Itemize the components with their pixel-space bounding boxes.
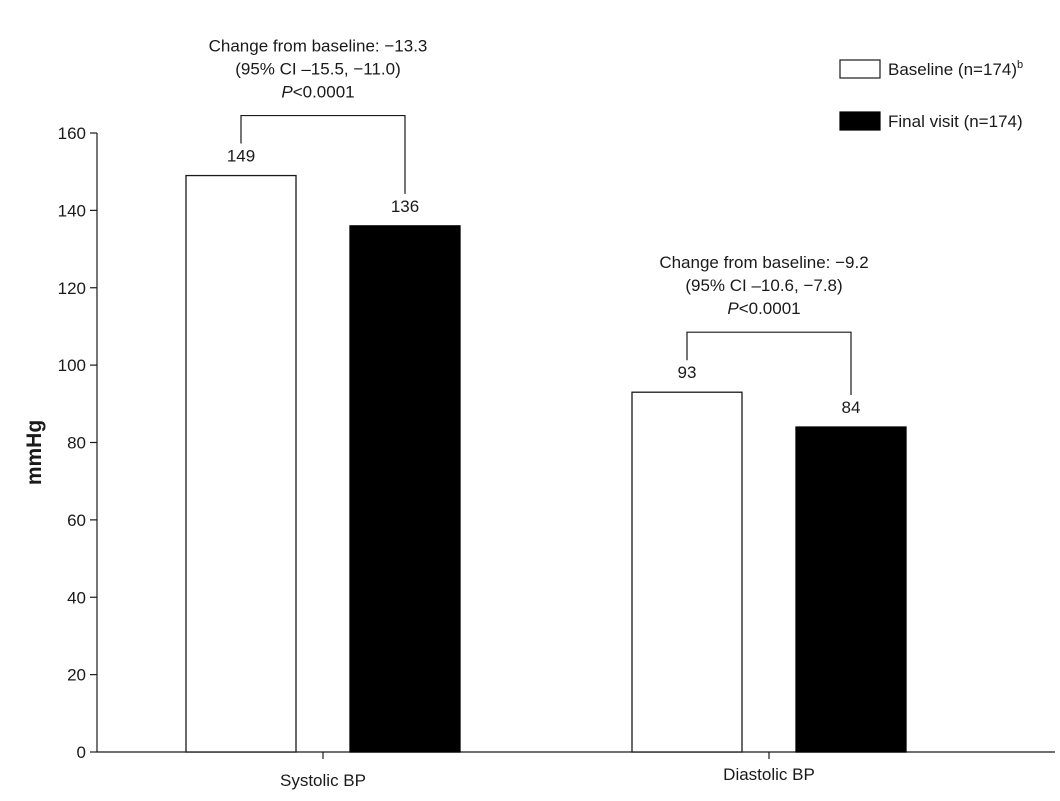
significance-bracket [240,114,406,194]
y-tick-label: 140 [58,201,86,220]
bar [185,174,297,753]
annotation-ci: (95% CI –15.5, −11.0) [235,60,401,79]
bars: 149 93 136 84 [185,147,907,753]
legend: Baseline (n=174)b Final visit (n=174) [839,59,1023,131]
y-tick-label: 20 [67,666,86,685]
p-letter: P [727,299,739,318]
legend-swatch [839,111,881,131]
p-letter: P [281,83,293,102]
significance-bracket [686,331,852,396]
y-axis-label: mmHg [23,420,46,485]
y-tick-label: 160 [58,124,86,143]
legend-label-text: Baseline (n=174) [888,60,1017,79]
legend-superscript: b [1017,59,1023,71]
annotation-change: Change from baseline: −13.3 [209,37,428,56]
x-category-label: Diastolic BP [723,765,815,784]
p-value: <0.0001 [293,83,355,102]
annotations: Change from baseline: −13.3 (95% CI –15.5… [209,37,869,396]
y-tick-label: 40 [67,588,86,607]
axes: 0 20 40 60 80 100 120 140 160 mmHg Systolic BP Dias… [23,124,1055,790]
bar [795,426,907,753]
annotation-p-value: P<0.0001 [727,299,800,318]
data-label: 93 [678,363,697,382]
data-label: 84 [842,398,861,417]
legend-label-text: Final visit (n=174) [888,112,1023,131]
data-label: 136 [391,197,419,216]
y-tick-label: 80 [67,434,86,453]
legend-label: Baseline (n=174)b [888,59,1023,79]
data-label: 149 [227,147,255,166]
bar [631,391,743,753]
annotation-change: Change from baseline: −9.2 [659,253,868,272]
legend-swatch [839,59,881,79]
bar [349,225,461,753]
annotation-ci: (95% CI –10.6, −7.8) [685,276,842,295]
y-tick-label: 120 [58,279,86,298]
p-value: <0.0001 [739,299,801,318]
y-tick-label: 0 [77,743,86,762]
legend-label: Final visit (n=174) [888,112,1023,131]
y-tick-label: 60 [67,511,86,530]
x-category-label: Systolic BP [280,771,366,790]
annotation-p-value: P<0.0001 [281,83,354,102]
y-tick-label: 100 [58,356,86,375]
